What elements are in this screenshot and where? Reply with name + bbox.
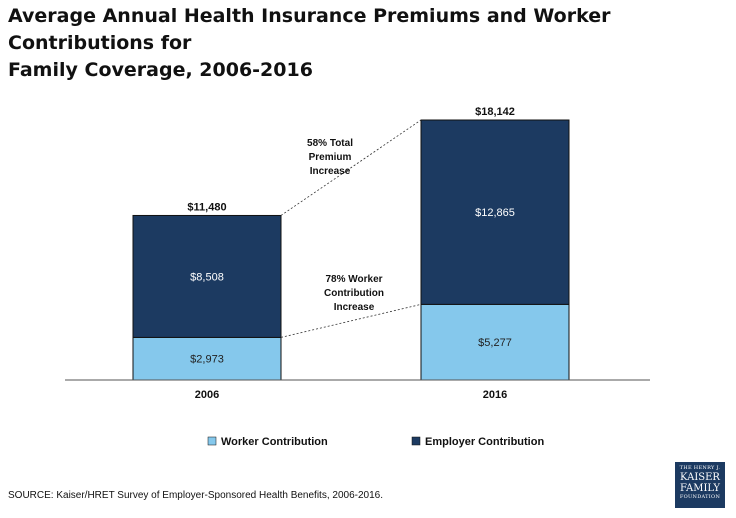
- bar-employer-2016: [420, 119, 570, 305]
- total-label-2006: $11,480: [187, 201, 226, 213]
- chart-title: Average Annual Health Insurance Premiums…: [8, 3, 728, 84]
- legend-label-worker: Worker Contribution: [221, 436, 328, 448]
- chart-title-line-1: Average Annual Health Insurance Premiums…: [8, 5, 611, 54]
- logo-line-2: KAISER: [680, 472, 720, 483]
- legend-swatch-worker: [207, 436, 217, 446]
- connector-total: [280, 119, 422, 216]
- annotation-2-line-3: Increase: [334, 302, 375, 313]
- source-note: SOURCE: Kaiser/HRET Survey of Employer-S…: [8, 490, 383, 501]
- chart-title-line-2: Family Coverage, 2006-2016: [8, 59, 313, 81]
- legend-swatch-employer: [411, 436, 421, 446]
- data-label-worker-2016: $5,277: [478, 337, 512, 349]
- x-tick-label-2016: 2016: [483, 389, 507, 401]
- kff-logo: THE HENRY J. KAISER FAMILY FOUNDATION: [675, 462, 725, 508]
- annotation-1-line-3: Increase: [310, 166, 351, 177]
- annotation-2-line-1: 78% Worker: [325, 274, 382, 285]
- logo-line-1: THE HENRY J.: [679, 465, 721, 471]
- total-label-2016: $18,142: [475, 106, 515, 118]
- logo-line-3: FAMILY: [679, 483, 721, 494]
- legend-label-employer: Employer Contribution: [425, 436, 544, 448]
- bar-worker-2006: [132, 336, 282, 381]
- bar-employer-2006: [132, 214, 282, 338]
- annotation-2-line-2: Contribution: [324, 288, 384, 299]
- logo-line-4: FOUNDATION: [679, 494, 721, 500]
- x-tick-label-2006: 2006: [195, 389, 219, 401]
- data-label-employer-2016: $12,865: [475, 207, 515, 219]
- data-label-worker-2006: $2,973: [190, 354, 224, 366]
- annotation-1-line-1: 58% Total: [307, 138, 353, 149]
- annotation-1-line-2: Premium: [309, 152, 352, 163]
- data-label-employer-2006: $8,508: [190, 271, 224, 283]
